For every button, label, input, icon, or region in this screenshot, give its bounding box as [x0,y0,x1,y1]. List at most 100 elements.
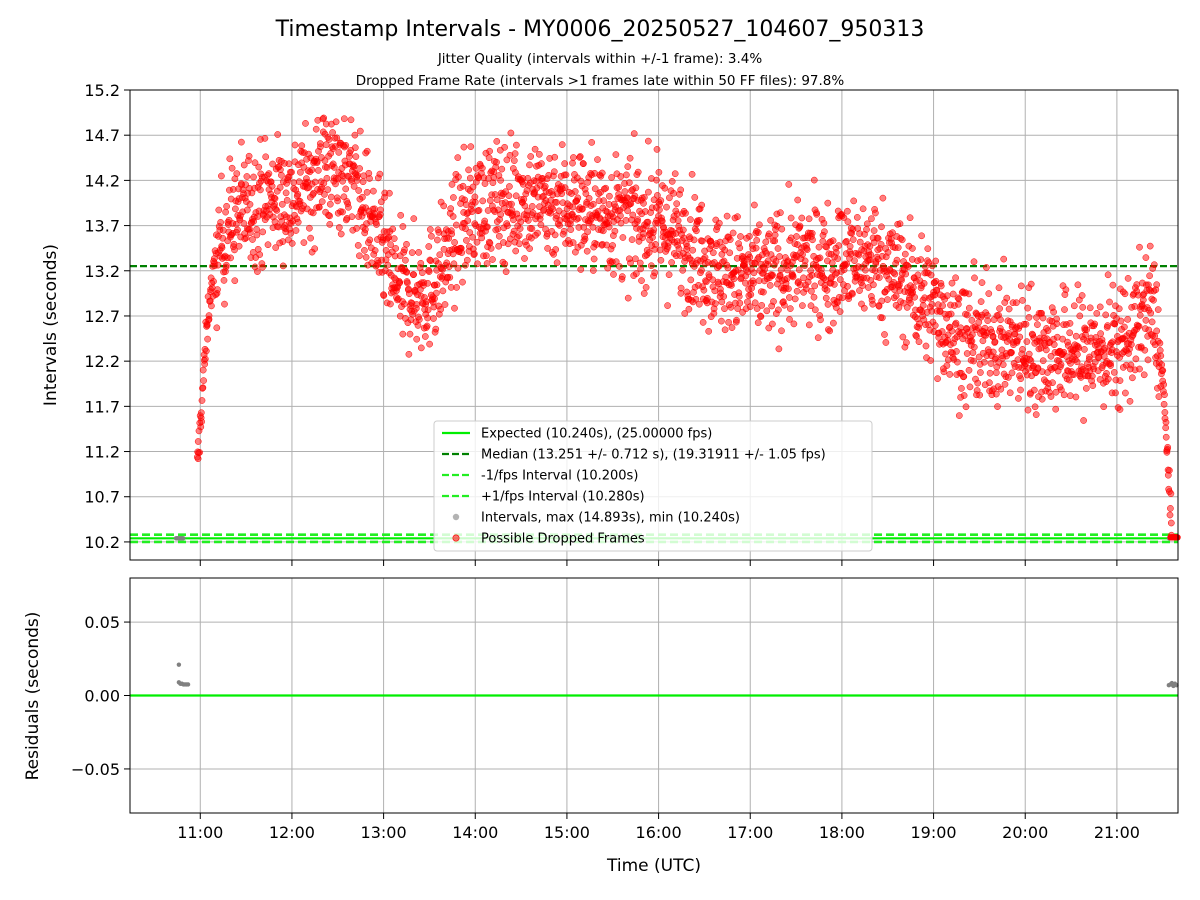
dropped-frame-point [606,192,613,200]
dropped-frame-point [495,242,503,250]
dropped-frame-point [859,282,866,289]
dropped-frame-point [870,281,877,289]
dropped-frame-point [223,202,230,210]
dropped-frame-point [459,182,467,190]
dropped-frame-point [1111,320,1119,328]
dropped-frame-point [445,263,453,271]
dropped-frame-point [942,350,949,358]
legend-plus-fps-label: +1/fps Interval (10.280s) [481,490,645,505]
dropped-frame-point [404,279,411,287]
dropped-frame-point [1017,386,1024,394]
dropped-frame-point [1127,341,1135,348]
dropped-frame-point [997,316,1004,324]
dropped-frame-point [632,255,639,263]
dropped-frame-point [771,237,779,245]
dropped-frame-point [668,259,675,266]
dropped-frame-point [996,305,1003,312]
dropped-frame-point [753,305,761,312]
dropped-frame-point [965,304,973,312]
dropped-frame-point [824,301,832,308]
dropped-frame-point [657,197,665,204]
dropped-frame-point [359,178,367,186]
dropped-frame-point [611,227,619,235]
dropped-frame-point [1124,316,1132,323]
dropped-frame-point [1140,371,1148,379]
dropped-frame-point [677,284,685,292]
dropped-frame-point [754,319,762,327]
dropped-frame-point [437,306,445,313]
dropped-frame-point [970,357,977,365]
dropped-frame-point [201,355,209,363]
dropped-frame-point [644,218,652,226]
dropped-frame-point [594,208,602,215]
dropped-frame-point [1083,326,1090,334]
dropped-frame-point [728,324,736,331]
dropped-frame-point [575,214,582,222]
dropped-frame-point [1075,344,1082,352]
dropped-frame-point [220,277,228,284]
dropped-frame-point [727,303,735,311]
x-tick-label: 13:00 [361,823,407,842]
y-tick-label: 11.7 [84,397,120,416]
dropped-frame-point [508,200,515,208]
dropped-frame-point [980,358,988,366]
dropped-frame-point [640,290,648,297]
dropped-frame-point [199,384,207,392]
dropped-frame-point [618,273,626,280]
dropped-frame-point [259,263,266,271]
dropped-frame-point [884,249,892,256]
dropped-frame-point [448,181,456,188]
dropped-frame-point [513,141,520,149]
dropped-frame-point [307,234,314,242]
dropped-frame-point [954,358,961,366]
dropped-frame-point [816,254,824,262]
dropped-frame-point [1016,333,1024,341]
dropped-frame-point [688,170,696,178]
dropped-frame-point [273,207,281,214]
dropped-frame-point [856,287,863,294]
dropped-frame-point [777,209,784,217]
residuals-y-label: Residuals (seconds) [23,612,43,781]
dropped-frame-point [878,223,885,231]
dropped-frame-point [495,232,503,240]
dropped-frame-point [538,160,545,167]
dropped-frame-point [927,271,935,279]
dropped-frame-point [534,229,541,237]
dropped-frame-point [590,255,598,263]
dropped-frame-point [644,137,652,145]
dropped-frame-point [321,157,329,165]
dropped-frame-point [551,231,559,239]
dropped-frame-point [855,251,863,259]
dropped-frame-point [410,215,418,222]
dropped-frame-point [265,170,273,177]
dropped-frame-point [294,190,302,198]
dropped-frame-point [218,172,225,180]
dropped-frame-point [808,287,815,295]
dropped-frame-point [778,225,786,233]
dropped-frame-point [733,316,740,324]
dropped-frame-point [940,368,948,376]
dropped-frame-point [787,214,795,222]
dropped-frame-point [774,245,782,252]
dropped-frame-point [1031,403,1039,411]
dropped-frame-point [1159,367,1167,374]
dropped-frame-point [971,274,978,282]
dropped-frame-point [238,138,245,146]
dropped-frame-point [778,327,785,335]
dropped-frame-point [253,231,261,239]
dropped-frame-point [1150,261,1158,269]
dropped-frame-point [208,302,215,310]
legend-median-label: Median (13.251 +/- 0.712 s), (19.31911 +… [481,448,826,463]
dropped-frame-point [214,261,222,269]
dropped-frame-point [242,234,250,242]
dropped-frame-point [872,209,879,217]
dropped-frame-point [354,171,361,179]
y-tick-label: 15.2 [84,81,120,100]
dropped-frame-point [1024,304,1031,312]
dropped-frame-point [657,256,665,264]
dropped-frame-point [413,301,421,308]
dropped-frame-point [246,201,254,208]
dropped-frame-point [471,250,478,258]
dropped-frame-point [670,189,677,197]
dropped-frame-point [460,143,468,151]
